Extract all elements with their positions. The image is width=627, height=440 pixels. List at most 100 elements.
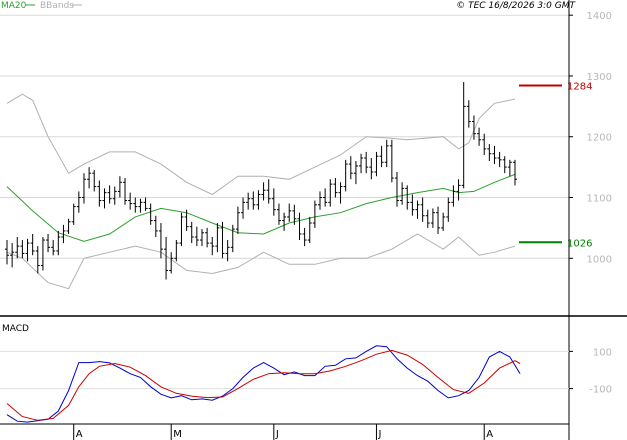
ohlc-bar <box>205 227 210 248</box>
ohlc-bar <box>210 237 215 256</box>
ohlc-bar <box>333 178 338 198</box>
month-tick-label: M <box>173 429 182 440</box>
month-tick-label: J <box>275 429 279 440</box>
ohlc-bar <box>184 209 189 231</box>
ohlc-bar <box>158 223 163 259</box>
ma20-legend-label: MA20 <box>1 1 27 11</box>
ohlc-bar <box>389 139 394 183</box>
ohlc-bar <box>271 188 276 216</box>
ohlc-bar <box>338 182 343 204</box>
macd-line <box>6 345 521 423</box>
ohlc-bar <box>261 182 266 201</box>
ohlc-bar <box>179 212 184 247</box>
ohlc-bar <box>153 215 158 237</box>
ohlc-bar <box>220 221 225 259</box>
macd-axis: 100 -100 <box>569 347 612 396</box>
ohlc-bar <box>507 159 512 177</box>
ohlc-bar <box>138 198 143 213</box>
ohlc-bar <box>107 185 112 204</box>
ohlc-bar <box>405 185 410 210</box>
ohlc-bar <box>323 188 328 207</box>
ohlc-bar <box>128 192 133 210</box>
ohlc-bar <box>102 188 107 209</box>
ohlc-bar <box>364 151 369 174</box>
ohlc-bar <box>164 237 169 280</box>
ohlc-bar <box>230 224 235 253</box>
ohlc-bar <box>251 191 256 210</box>
ohlc-bar <box>123 178 128 205</box>
ohlc-bar <box>497 151 502 168</box>
macd-signal-line <box>6 349 521 421</box>
ohlc-bar <box>235 206 240 234</box>
ohlc-bar <box>169 252 174 274</box>
ohlc-bar <box>276 203 281 225</box>
ohlc-bar <box>318 191 323 210</box>
ohlc-bar <box>66 218 71 234</box>
ohlc-bar <box>471 115 476 140</box>
ohlc-bar <box>297 212 302 241</box>
month-tick-label: J <box>377 429 381 440</box>
ohlc-bar <box>194 226 199 247</box>
ohlc-bar <box>30 233 35 256</box>
ohlc-bar <box>35 246 40 274</box>
bollinger-upper-band <box>6 93 516 196</box>
price-axis: 1000 1100 1200 1300 1400 <box>569 11 612 265</box>
ohlc-bar <box>282 212 287 231</box>
ohlc-bar <box>56 230 61 256</box>
ohlc-bar <box>369 158 374 180</box>
ohlc-bar <box>287 203 292 222</box>
ohlc-bar <box>410 194 415 216</box>
ohlc-bar <box>466 100 471 128</box>
macd-tick-label: -100 <box>589 385 612 396</box>
price-tick-label: 1400 <box>587 11 612 22</box>
ohlc-bar <box>143 197 148 211</box>
ohlc-bar <box>199 229 204 247</box>
ohlc-bar <box>117 176 122 198</box>
ohlc-bar <box>477 127 482 146</box>
month-tick-label: A <box>76 429 83 440</box>
ohlc-bar <box>441 212 446 231</box>
ohlc-bar <box>133 197 138 213</box>
ohlc-bar <box>492 145 497 165</box>
ohlc-bar <box>456 179 461 201</box>
ohlc-bar <box>359 153 364 174</box>
ohlc-bar <box>302 227 307 247</box>
price-level-label: 1026 <box>567 238 592 249</box>
macd-panel-label: MACD <box>2 324 29 334</box>
ohlc-bars <box>5 82 517 280</box>
ohlc-bar <box>436 206 441 234</box>
ohlc-bar <box>425 209 430 228</box>
ohlc-bar <box>10 243 15 268</box>
price-tick-label: 1300 <box>587 72 612 83</box>
ohlc-bar <box>374 151 379 177</box>
bollinger-lower-band <box>6 233 516 290</box>
ohlc-bar <box>292 204 297 225</box>
ohlc-bar <box>225 240 230 262</box>
ohlc-bar <box>61 224 66 244</box>
ohlc-bar <box>353 161 358 185</box>
ohlc-bar <box>5 240 9 265</box>
ohlc-bar <box>246 192 251 210</box>
ohlc-bar <box>25 238 30 262</box>
ohlc-bar <box>384 139 389 168</box>
ma20-line <box>6 173 516 242</box>
ohlc-bar <box>328 179 333 207</box>
ohlc-bar <box>92 170 97 192</box>
price-level-label: 1284 <box>567 81 592 92</box>
price-tick-label: 1200 <box>587 133 612 144</box>
ohlc-bar <box>241 197 246 219</box>
ohlc-bar <box>76 191 81 213</box>
ohlc-bar <box>502 156 507 174</box>
ohlc-bar <box>215 223 220 253</box>
ohlc-bar <box>51 240 56 256</box>
macd-grid <box>0 350 569 390</box>
price-tick-label: 1100 <box>587 194 612 205</box>
ohlc-bar <box>430 208 435 228</box>
ohlc-bar <box>46 233 51 253</box>
month-tick-label: A <box>486 429 493 440</box>
price-tick-label: 1000 <box>587 254 612 265</box>
ohlc-bar <box>420 197 425 222</box>
ohlc-bar <box>461 82 466 189</box>
